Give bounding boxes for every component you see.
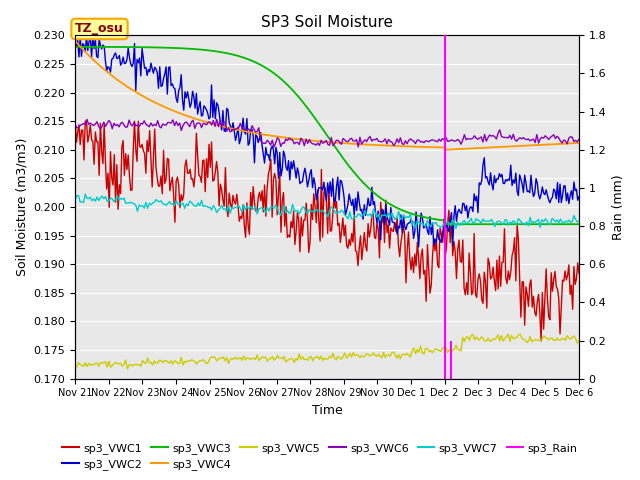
Y-axis label: Soil Moisture (m3/m3): Soil Moisture (m3/m3) <box>15 138 28 276</box>
X-axis label: Time: Time <box>312 404 342 417</box>
Text: TZ_osu: TZ_osu <box>75 23 124 36</box>
Y-axis label: Rain (mm): Rain (mm) <box>612 174 625 240</box>
Legend: sp3_VWC1, sp3_VWC2, sp3_VWC3, sp3_VWC4, sp3_VWC5, sp3_VWC6, sp3_VWC7, sp3_Rain: sp3_VWC1, sp3_VWC2, sp3_VWC3, sp3_VWC4, … <box>58 438 582 474</box>
Title: SP3 Soil Moisture: SP3 Soil Moisture <box>261 15 393 30</box>
